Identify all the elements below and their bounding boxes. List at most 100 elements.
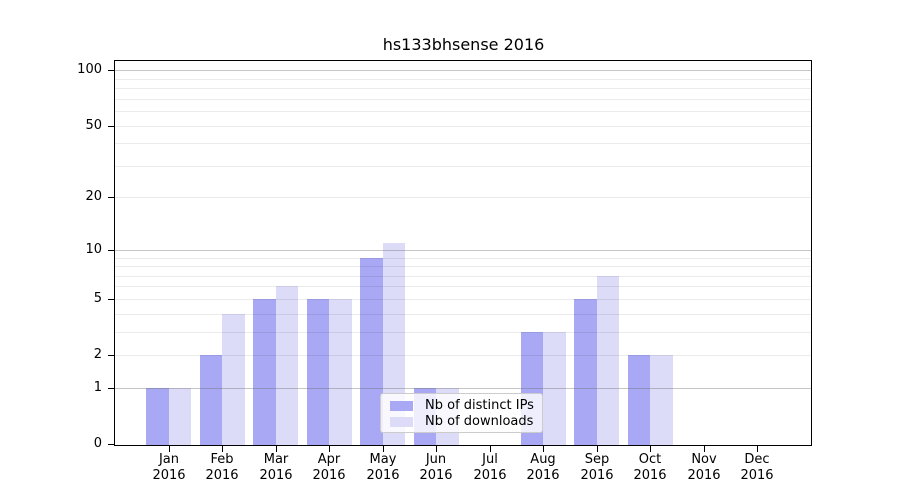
y-tick-label-5: 5 xyxy=(93,291,102,306)
x-tick-month-oct: Oct xyxy=(638,452,662,467)
x-tick-month-apr: Apr xyxy=(317,452,341,467)
x-tick-mark-feb xyxy=(222,446,223,452)
legend: Nb of distinct IPs Nb of downloads xyxy=(380,393,543,433)
bar-nb-of-downloads-sep xyxy=(596,275,620,445)
y-tick-mark-20 xyxy=(108,197,114,198)
x-tick-mark-oct xyxy=(650,446,651,452)
x-tick-year-mar: 2016 xyxy=(259,468,293,483)
y-tick-label-20: 20 xyxy=(85,189,102,204)
x-tick-year-jun: 2016 xyxy=(419,468,453,483)
gridline-minor-30 xyxy=(115,166,811,167)
x-tick-month-jan: Jan xyxy=(158,452,180,467)
bar-nb-of-downloads-aug xyxy=(543,331,566,445)
legend-swatch-nb-of-distinct-ips xyxy=(390,401,413,411)
y-tick-label-0: 0 xyxy=(93,436,102,451)
bar-nb-of-distinct-ips-oct xyxy=(627,355,651,445)
x-tick-label-jul: Jul 2016 xyxy=(458,452,522,484)
bar-nb-of-distinct-ips-apr xyxy=(306,298,330,445)
gridline-minor-3 xyxy=(115,332,811,333)
bars-layer xyxy=(115,61,811,445)
y-tick-mark-5 xyxy=(108,299,114,300)
x-tick-mark-dec xyxy=(757,446,758,452)
x-tick-month-jul: Jul xyxy=(482,452,498,467)
x-tick-month-may: May xyxy=(369,452,397,467)
y-tick-label-10: 10 xyxy=(85,242,102,257)
x-tick-month-mar: Mar xyxy=(263,452,289,467)
legend-row-nb-of-downloads: Nb of downloads xyxy=(390,414,542,430)
gridline-minor-4 xyxy=(115,314,811,315)
legend-row-nb-of-distinct-ips: Nb of distinct IPs xyxy=(390,398,542,414)
bar-nb-of-downloads-jan xyxy=(168,387,192,445)
x-tick-year-may: 2016 xyxy=(366,468,400,483)
legend-label-nb-of-distinct-ips: Nb of distinct IPs xyxy=(425,398,534,413)
x-tick-year-jan: 2016 xyxy=(152,468,186,483)
x-tick-mark-mar xyxy=(276,446,277,452)
y-tick-mark-100 xyxy=(108,70,114,71)
x-tick-year-dec: 2016 xyxy=(740,468,774,483)
x-tick-label-jan: Jan 2016 xyxy=(137,452,201,484)
gridline-minor-20 xyxy=(115,197,811,198)
bar-nb-of-distinct-ips-sep xyxy=(574,298,597,445)
x-tick-label-oct: Oct 2016 xyxy=(618,452,682,484)
x-tick-label-dec: Dec 2016 xyxy=(725,452,789,484)
gridline-minor-5 xyxy=(115,299,811,300)
x-tick-month-jun: Jun xyxy=(425,452,447,467)
bar-nb-of-downloads-oct xyxy=(650,355,673,445)
gridline-major-1 xyxy=(115,388,811,389)
grid-layer xyxy=(115,61,811,445)
gridline-minor-7 xyxy=(115,276,811,277)
y-tick-mark-50 xyxy=(108,126,114,127)
x-tick-year-aug: 2016 xyxy=(526,468,560,483)
gridline-minor-80 xyxy=(115,88,811,89)
x-tick-month-sep: Sep xyxy=(584,452,610,467)
bar-nb-of-distinct-ips-jan xyxy=(146,387,169,445)
y-tick-label-1: 1 xyxy=(93,380,102,395)
y-tick-mark-1 xyxy=(108,388,114,389)
y-tick-mark-2 xyxy=(108,355,114,356)
x-tick-mark-sep xyxy=(597,446,598,452)
bar-nb-of-downloads-feb xyxy=(222,313,245,445)
x-tick-year-sep: 2016 xyxy=(580,468,614,483)
x-tick-mark-aug xyxy=(543,446,544,452)
legend-swatch-nb-of-downloads xyxy=(390,417,413,427)
plot-area xyxy=(114,60,812,446)
x-tick-month-dec: Dec xyxy=(744,452,770,467)
x-tick-month-nov: Nov xyxy=(691,452,717,467)
x-tick-month-aug: Aug xyxy=(530,452,556,467)
gridline-minor-6 xyxy=(115,286,811,287)
x-tick-mark-jul xyxy=(490,446,491,452)
bar-nb-of-distinct-ips-mar xyxy=(253,298,276,445)
y-tick-label-100: 100 xyxy=(77,62,102,77)
gridline-minor-2 xyxy=(115,355,811,356)
gridline-major-10 xyxy=(115,250,811,251)
x-tick-mark-apr xyxy=(329,446,330,452)
x-tick-label-may: May 2016 xyxy=(351,452,415,484)
x-tick-year-nov: 2016 xyxy=(687,468,721,483)
gridline-minor-40 xyxy=(115,143,811,144)
x-tick-label-nov: Nov 2016 xyxy=(672,452,736,484)
x-tick-label-feb: Feb 2016 xyxy=(190,452,254,484)
gridline-minor-9 xyxy=(115,258,811,259)
gridline-minor-70 xyxy=(115,99,811,100)
x-tick-mark-jun xyxy=(436,446,437,452)
gridline-minor-60 xyxy=(115,111,811,112)
y-tick-label-50: 50 xyxy=(85,118,102,133)
x-tick-month-feb: Feb xyxy=(210,452,234,467)
x-tick-mark-jan xyxy=(169,446,170,452)
bar-nb-of-distinct-ips-may xyxy=(360,257,383,445)
x-tick-label-jun: Jun 2016 xyxy=(404,452,468,484)
legend-label-nb-of-downloads: Nb of downloads xyxy=(425,414,534,429)
x-tick-year-feb: 2016 xyxy=(205,468,239,483)
y-tick-label-2: 2 xyxy=(93,347,102,362)
x-tick-label-apr: Apr 2016 xyxy=(297,452,361,484)
x-tick-year-apr: 2016 xyxy=(312,468,346,483)
gridline-minor-50 xyxy=(115,126,811,127)
x-tick-label-sep: Sep 2016 xyxy=(565,452,629,484)
gridline-minor-8 xyxy=(115,266,811,267)
x-tick-year-oct: 2016 xyxy=(633,468,667,483)
chart-title: hs133bhsense 2016 xyxy=(382,35,545,54)
bar-nb-of-downloads-apr xyxy=(329,298,352,445)
x-tick-mark-may xyxy=(383,446,384,452)
x-tick-year-jul: 2016 xyxy=(473,468,507,483)
